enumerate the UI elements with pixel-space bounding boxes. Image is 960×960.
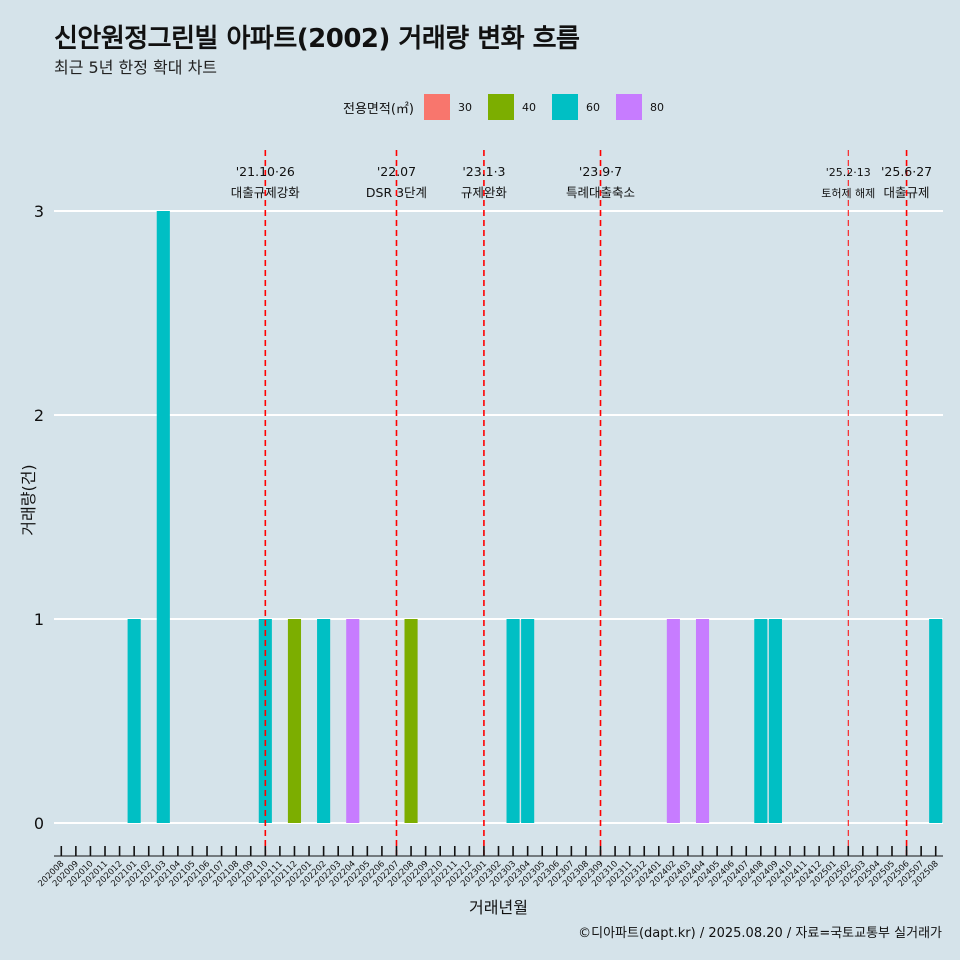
event-date: '22.07 [377, 164, 416, 179]
legend-swatch-80 [615, 94, 642, 120]
legend-label-80: 80 [649, 100, 664, 114]
event-date: '23.1·3 [462, 164, 505, 179]
legend-swatch-60 [551, 94, 578, 120]
bar-202202-60 [317, 619, 331, 823]
legend-swatch-30 [423, 94, 450, 120]
legend-item-80: 80 [615, 94, 676, 120]
event-label: 대출규제 [884, 185, 930, 200]
bar-202303-60 [506, 619, 520, 823]
legend-item-40: 40 [487, 94, 548, 120]
event-date: '21.10·26 [236, 164, 295, 179]
bar-202408-60 [754, 619, 768, 823]
legend-label-40: 40 [521, 100, 536, 114]
legend: 전용면적(㎡) 30 40 60 80 [343, 93, 680, 121]
event-label: DSR 3단계 [366, 185, 427, 200]
event-label: 대출규제강화 [231, 185, 301, 200]
x-axis-title: 거래년월 [469, 898, 528, 917]
legend-item-30: 30 [423, 94, 484, 120]
event-date: '25.6·27 [881, 164, 932, 179]
y-tick-label: 2 [34, 406, 44, 425]
legend-label-60: 60 [585, 100, 600, 114]
bar-202204-80 [346, 619, 360, 823]
chart-title: 신안원정그린빌 아파트(2002) 거래량 변화 흐름 [54, 24, 580, 54]
event-label: 규제완화 [461, 185, 508, 200]
bar-202304-60 [521, 619, 535, 823]
event-label: 토허제 해제 [821, 186, 875, 200]
event-date: '25.2·13 [826, 166, 871, 179]
bar-202508-60 [929, 619, 943, 823]
bar-202101-60 [127, 619, 141, 823]
bar-202402-80 [666, 619, 680, 823]
chart-subtitle: 최근 5년 한정 확대 차트 [54, 58, 218, 77]
legend-title: 전용면적(㎡) [343, 101, 414, 117]
bar-202409-60 [768, 619, 782, 823]
source-caption: ©디아파트(dapt.kr) / 2025.08.20 / 자료=국토교통부 실… [578, 926, 942, 941]
y-tick-label: 1 [34, 610, 44, 629]
y-axis-title: 거래량(건) [19, 464, 38, 535]
bar-202103-60 [156, 211, 170, 823]
y-tick-label: 0 [34, 814, 44, 833]
bar-202404-80 [695, 619, 710, 823]
legend-item-60: 60 [551, 94, 612, 120]
bar-202208-40 [404, 619, 418, 823]
legend-label-30: 30 [457, 100, 472, 114]
event-label: 특례대출축소 [566, 185, 635, 200]
legend-swatch-40 [487, 94, 514, 120]
event-date: '23.9·7 [579, 164, 622, 179]
bar-202112-40 [287, 619, 302, 823]
y-tick-label: 3 [34, 202, 44, 221]
